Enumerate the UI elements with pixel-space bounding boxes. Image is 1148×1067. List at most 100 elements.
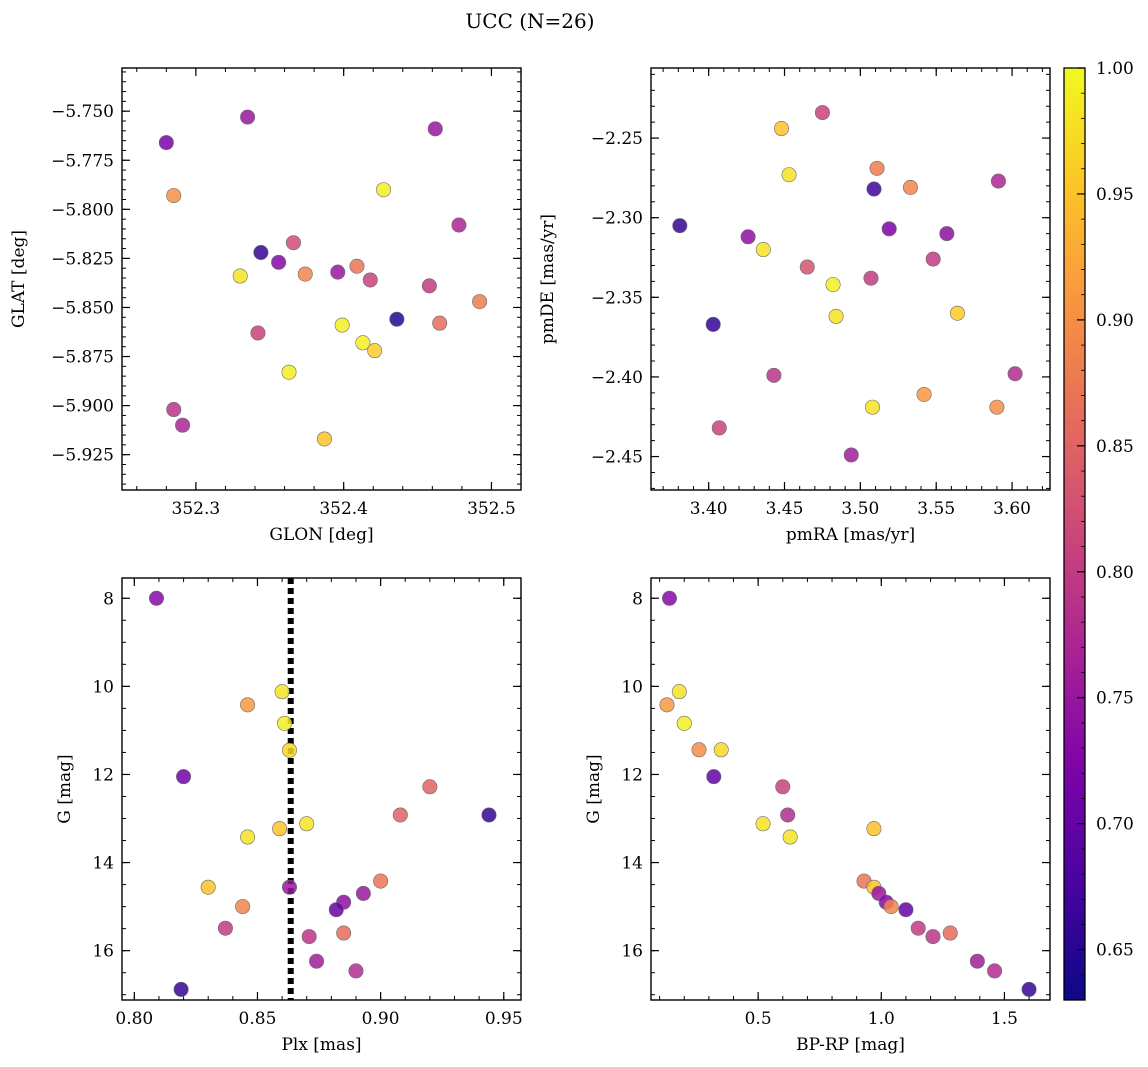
y-tick-label: −2.40 xyxy=(591,368,643,388)
axes-frame xyxy=(121,67,522,491)
x-tick-label: 352.4 xyxy=(319,499,368,519)
data-point xyxy=(271,254,287,270)
y-tick-label: 8 xyxy=(632,589,643,609)
data-point xyxy=(740,229,756,245)
data-point xyxy=(362,272,378,288)
data-point xyxy=(925,251,941,267)
data-point xyxy=(240,829,256,845)
data-point xyxy=(367,343,383,359)
data-point xyxy=(250,325,266,341)
data-point xyxy=(969,953,985,969)
panel-4: 0.5 1.0 1.5 8 10 12 14 16 BP-RP [mag] G [mag] xyxy=(584,577,1051,1055)
colorbar-tick-label: 0.65 xyxy=(1096,941,1134,961)
x-tick-label: 0.90 xyxy=(362,1009,400,1029)
x-tick-label: 1.0 xyxy=(868,1009,895,1029)
data-point xyxy=(910,920,926,936)
y-tick-label: 14 xyxy=(621,854,643,874)
y-axis-label: pmDE [mas/yr] xyxy=(538,214,558,344)
panel-1: 352.3 352.4 352.5 −5.750 −5.775 −5.800 −5.825 −… xyxy=(9,67,522,545)
data-point xyxy=(863,270,879,286)
data-point xyxy=(916,386,932,402)
y-tick-label: −5.850 xyxy=(51,298,114,318)
data-point xyxy=(422,779,438,795)
data-point xyxy=(925,929,941,945)
data-point xyxy=(334,317,350,333)
data-point xyxy=(299,816,315,832)
data-point xyxy=(432,315,448,331)
y-tick-label: 10 xyxy=(92,677,114,697)
minor-ticks xyxy=(122,578,521,1000)
colorbar-tick-label: 0.85 xyxy=(1096,437,1134,457)
data-point xyxy=(987,963,1003,979)
data-point xyxy=(328,902,344,918)
data-point xyxy=(376,182,392,198)
data-point xyxy=(158,135,174,151)
x-tick-label: 3.55 xyxy=(917,499,955,519)
data-point xyxy=(780,807,796,823)
data-point xyxy=(766,367,782,383)
x-axis-label: GLON [deg] xyxy=(269,525,373,545)
data-point xyxy=(781,167,797,183)
x-tick-label: 3.60 xyxy=(993,499,1031,519)
data-point xyxy=(235,899,251,915)
data-point xyxy=(782,829,798,845)
data-point xyxy=(472,294,488,310)
data-point xyxy=(799,259,815,275)
y-tick-label: −5.775 xyxy=(51,151,114,171)
y-tick-label: −5.925 xyxy=(51,446,114,466)
plot-area xyxy=(158,109,488,447)
plot-area xyxy=(672,105,1023,463)
data-point xyxy=(272,821,288,837)
y-axis-label: G [mag] xyxy=(584,754,604,823)
data-point xyxy=(336,925,352,941)
data-point xyxy=(281,742,297,758)
data-point xyxy=(166,402,182,418)
data-point xyxy=(902,179,918,195)
data-point xyxy=(711,420,727,436)
y-tick-label: 12 xyxy=(621,765,643,785)
data-point xyxy=(277,715,293,731)
data-point xyxy=(1021,981,1037,997)
data-point xyxy=(713,742,729,758)
data-point xyxy=(349,258,365,274)
data-point xyxy=(705,316,721,332)
data-point xyxy=(274,684,290,700)
data-point xyxy=(942,925,958,941)
x-tick-label: 352.5 xyxy=(467,499,516,519)
data-point xyxy=(316,431,332,447)
x-tick-label: 352.3 xyxy=(172,499,221,519)
y-tick-label: −2.30 xyxy=(591,209,643,229)
minor-ticks xyxy=(651,68,1050,490)
data-point xyxy=(355,885,371,901)
panel-3: 0.80 0.85 0.90 0.95 8 10 12 14 16 Plx [mas] G [mag… xyxy=(55,577,523,1055)
x-tick-label: 3.50 xyxy=(841,499,879,519)
data-point xyxy=(176,769,192,785)
axes-frame xyxy=(121,577,522,1001)
data-point xyxy=(427,121,443,137)
data-point xyxy=(217,920,233,936)
data-point xyxy=(706,769,722,785)
x-axis-label: pmRA [mas/yr] xyxy=(786,525,915,545)
data-point xyxy=(200,879,216,895)
y-tick-label: 10 xyxy=(621,677,643,697)
x-tick-label: 3.45 xyxy=(766,499,804,519)
data-point xyxy=(240,697,256,713)
data-point xyxy=(148,590,164,606)
data-point xyxy=(676,715,692,731)
colorbar: 0.65 0.70 0.75 0.80 0.85 0.90 0.95 1.00 xyxy=(1063,59,1134,1001)
data-point xyxy=(864,399,880,415)
y-tick-label: 8 xyxy=(103,589,114,609)
y-tick-label: −2.35 xyxy=(591,288,643,308)
data-point xyxy=(166,188,182,204)
data-point xyxy=(421,278,437,294)
x-tick-label: 0.80 xyxy=(115,1009,153,1029)
y-tick-label: −5.750 xyxy=(51,102,114,122)
y-tick-label: −5.825 xyxy=(51,249,114,269)
data-point xyxy=(883,899,899,915)
data-point xyxy=(297,266,313,282)
data-point xyxy=(232,268,248,284)
colorbar-gradient xyxy=(1064,68,1085,1000)
data-point xyxy=(828,308,844,324)
data-point xyxy=(392,807,408,823)
colorbar-tick-label: 0.75 xyxy=(1096,689,1134,709)
